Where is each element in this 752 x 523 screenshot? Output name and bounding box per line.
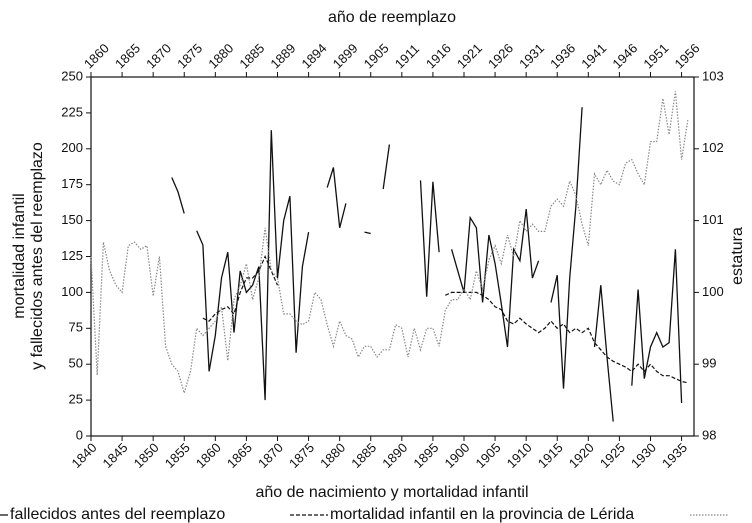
x-tick-label: 1930 bbox=[628, 440, 659, 471]
x2-tick-label: 1875 bbox=[174, 40, 205, 71]
y-axis-label: mortalidad infantil bbox=[11, 193, 28, 318]
x2-tick-label: 1956 bbox=[672, 40, 703, 71]
x2-tick-label: 1951 bbox=[640, 40, 671, 71]
x-tick-label: 1910 bbox=[504, 440, 535, 471]
x2-tick-label: 1946 bbox=[609, 40, 640, 71]
x-tick-label: 1915 bbox=[535, 440, 566, 471]
x-tick-label: 1895 bbox=[410, 440, 441, 471]
x-tick-label: 1890 bbox=[379, 440, 410, 471]
x2-axis-label: año de reemplazo bbox=[328, 9, 456, 26]
y-tick-label: 175 bbox=[61, 176, 83, 191]
y-tick-label: 150 bbox=[61, 212, 83, 227]
series-line bbox=[202, 254, 688, 384]
x-tick-label: 1870 bbox=[255, 440, 286, 471]
x-tick-label: 1880 bbox=[317, 440, 348, 471]
x-tick-label: 1840 bbox=[68, 440, 99, 471]
y-tick-label: 25 bbox=[69, 392, 83, 407]
y2-axis-label: estatura bbox=[729, 227, 746, 285]
x2-tick-label: 1894 bbox=[299, 40, 330, 71]
x2-tick-label: 1899 bbox=[330, 40, 361, 71]
y2-tick-label: 103 bbox=[702, 68, 724, 83]
x2-tick-label: 1911 bbox=[392, 41, 422, 71]
legend-label: fallecidos antes del reemplazo bbox=[10, 506, 225, 523]
x-tick-label: 1860 bbox=[193, 440, 224, 471]
x-tick-label: 1875 bbox=[286, 440, 317, 471]
series-line bbox=[171, 107, 683, 422]
x-tick-label: 1935 bbox=[659, 440, 690, 471]
y2-tick-label: 101 bbox=[702, 212, 724, 227]
y-tick-label: 0 bbox=[76, 427, 83, 442]
x2-tick-label: 1885 bbox=[236, 40, 267, 71]
x2-tick-label: 1936 bbox=[547, 40, 578, 71]
x2-tick-label: 1931 bbox=[516, 40, 547, 71]
x2-tick-label: 1870 bbox=[143, 40, 174, 71]
x2-tick-label: 1926 bbox=[485, 40, 516, 71]
x-tick-label: 1855 bbox=[162, 440, 193, 471]
y-tick-label: 75 bbox=[69, 320, 83, 335]
x2-tick-label: 1941 bbox=[578, 40, 609, 71]
x-tick-label: 1900 bbox=[441, 440, 472, 471]
x2-tick-label: 1860 bbox=[81, 40, 112, 71]
x-tick-label: 1850 bbox=[131, 440, 162, 471]
y-tick-label: 125 bbox=[61, 248, 83, 263]
y-tick-label: 50 bbox=[69, 356, 83, 371]
y-tick-label: 200 bbox=[61, 140, 83, 155]
x-tick-label: 1920 bbox=[566, 440, 597, 471]
x-tick-label: 1885 bbox=[348, 440, 379, 471]
x-axis-label: año de nacimiento y mortalidad infantil bbox=[255, 484, 528, 501]
x2-tick-label: 1905 bbox=[361, 40, 392, 71]
y2-tick-label: 99 bbox=[702, 356, 716, 371]
x-tick-label: 1845 bbox=[100, 440, 131, 471]
x2-tick-label: 1916 bbox=[423, 40, 454, 71]
x-tick-label: 1925 bbox=[597, 440, 628, 471]
y2-tick-label: 100 bbox=[702, 284, 724, 299]
y-axis-label: y fallecidos antes del reemplazo bbox=[29, 142, 46, 370]
x2-tick-label: 1889 bbox=[267, 40, 298, 71]
y-tick-label: 225 bbox=[61, 104, 83, 119]
x2-tick-label: 1921 bbox=[454, 40, 485, 71]
x2-tick-label: 1880 bbox=[205, 40, 236, 71]
x-tick-label: 1865 bbox=[224, 440, 255, 471]
series-line bbox=[90, 91, 689, 396]
y-tick-label: 250 bbox=[61, 68, 83, 83]
x2-tick-label: 1865 bbox=[112, 40, 143, 71]
y-tick-label: 100 bbox=[61, 284, 83, 299]
y2-tick-label: 102 bbox=[702, 140, 724, 155]
x-tick-label: 1905 bbox=[473, 440, 504, 471]
legend-label: mortalidad infantil en la provincia de L… bbox=[330, 506, 634, 523]
y2-tick-label: 98 bbox=[702, 427, 716, 442]
